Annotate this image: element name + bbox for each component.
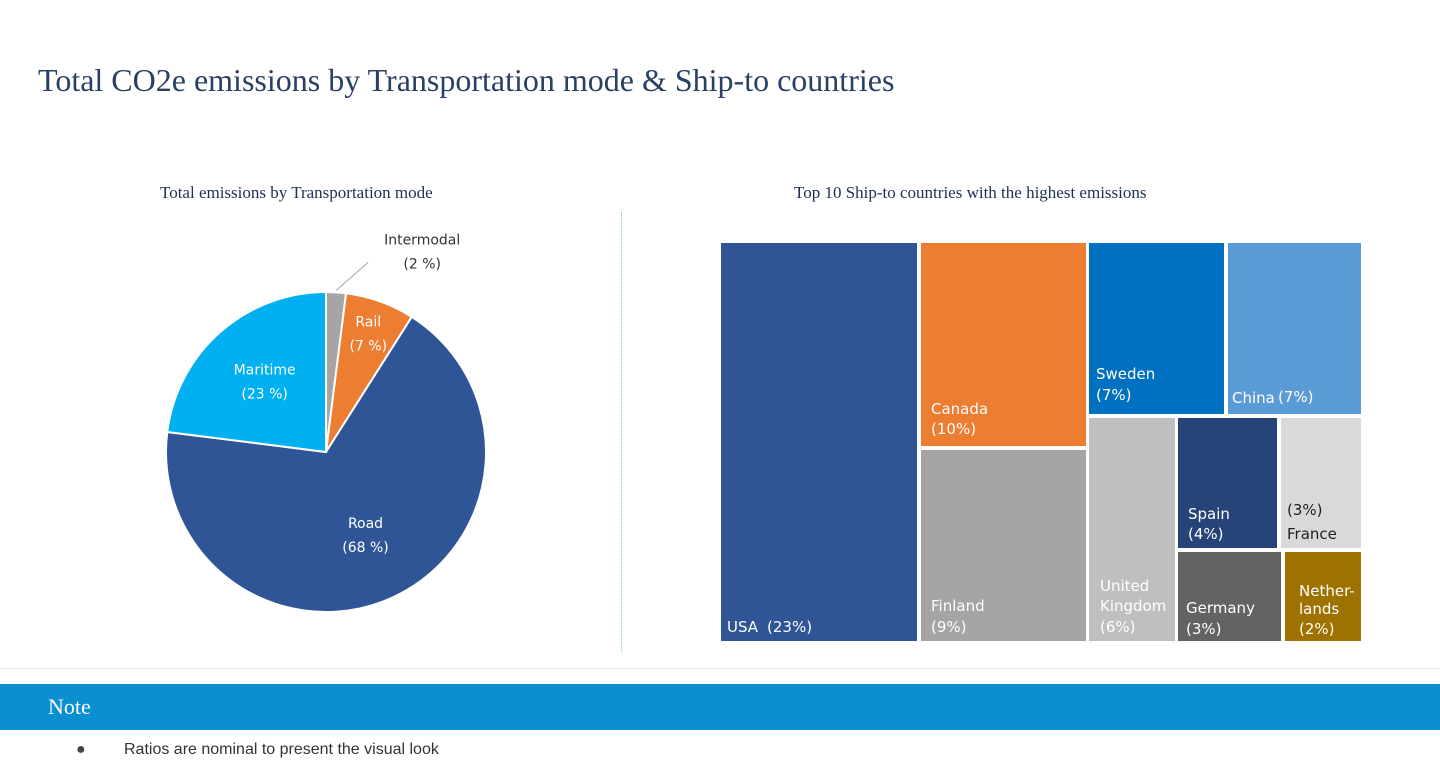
treemap-name-usa: USA <box>727 618 759 636</box>
treemap-name-spain: Spain <box>1188 505 1230 523</box>
treemap-title: Top 10 Ship-to countries with the highes… <box>794 183 1147 202</box>
pie-value-road: (68 %) <box>342 540 389 556</box>
treemap-rect-germany <box>1178 552 1281 641</box>
note-bar: Note <box>0 684 1440 730</box>
treemap-rect-canada <box>921 243 1086 446</box>
pie-label-intermodal: Intermodal <box>384 232 460 248</box>
pie-label-rail: Rail <box>355 315 381 331</box>
treemap-chart: USA (23%) Canada (10%) Finland (9%) Sweden (7%)… <box>721 243 1361 641</box>
pie-slice-road <box>165 315 487 613</box>
treemap-rect-usa <box>721 243 917 641</box>
treemap-cell-usa: USA (23%) <box>721 243 917 641</box>
treemap-cell-united-kingdom: United Kingdom (6%) <box>1089 418 1175 641</box>
treemap-value-germany: (3%) <box>1186 620 1222 638</box>
treemap-value-france: (3%) <box>1287 501 1323 519</box>
treemap-rect-united-kingdom <box>1089 418 1175 641</box>
treemap-name-united-kingdom: United <box>1100 577 1149 595</box>
treemap-value-canada: (10%) <box>931 420 976 438</box>
treemap-rect-finland <box>921 450 1086 641</box>
treemap-value-usa: (23%) <box>767 618 812 636</box>
treemap-value-china: (7%) <box>1278 388 1314 406</box>
pie-chart: Intermodal (2 %) Rail (7 %) Road (68 %) Mariti… <box>165 232 487 613</box>
treemap-value-united-kingdom: (6%) <box>1100 618 1136 636</box>
treemap-name-united-kingdom: Kingdom <box>1100 597 1166 615</box>
note-label: Note <box>48 694 91 719</box>
treemap-name-canada: Canada <box>931 400 988 418</box>
pie-chart-title: Total emissions by Transportation mode <box>160 183 433 202</box>
treemap-name-china: China <box>1232 389 1275 407</box>
treemap-cell-canada: Canada (10%) <box>921 243 1086 446</box>
pie-label-road: Road <box>348 516 383 532</box>
treemap-cell-germany: Germany (3%) <box>1178 552 1281 641</box>
treemap-rect-netherlands <box>1285 552 1361 641</box>
treemap-cell-finland: Finland (9%) <box>921 450 1086 641</box>
treemap-rect-china <box>1228 243 1361 414</box>
treemap-name-sweden: Sweden <box>1096 365 1155 383</box>
treemap-rect-france <box>1281 418 1361 548</box>
note-item-text: Ratios are nominal to present the visual… <box>124 741 439 758</box>
treemap-name-netherlands: lands <box>1299 600 1339 618</box>
treemap-cell-sweden: Sweden (7%) <box>1089 243 1224 414</box>
bullet-icon: ● <box>76 741 86 758</box>
treemap-value-netherlands: (2%) <box>1299 620 1335 638</box>
treemap-cell-spain: Spain (4%) <box>1178 418 1277 548</box>
treemap-value-sweden: (7%) <box>1096 386 1132 404</box>
bottom-rule <box>0 668 1440 669</box>
treemap-value-spain: (4%) <box>1188 525 1224 543</box>
treemap-cell-france: (3%) France <box>1281 418 1361 548</box>
leader-line-intermodal <box>335 261 369 291</box>
treemap-cell-netherlands: Nether-lands (2%) <box>1285 552 1361 641</box>
treemap-value-finland: (9%) <box>931 618 967 636</box>
treemap-name-france: France <box>1287 525 1337 543</box>
page-title: Total CO2e emissions by Transportation m… <box>38 62 895 98</box>
treemap-name-netherlands: Nether- <box>1299 582 1355 600</box>
pie-value-rail: (7 %) <box>349 339 387 355</box>
pie-value-intermodal: (2 %) <box>403 256 441 272</box>
pie-slice-maritime <box>166 290 327 454</box>
treemap-name-germany: Germany <box>1186 599 1255 617</box>
treemap-rect-sweden <box>1089 243 1224 414</box>
treemap-cell-china: China (7%) <box>1228 243 1361 414</box>
pie-label-maritime: Maritime <box>234 362 296 378</box>
treemap-name-finland: Finland <box>931 597 985 615</box>
note-item: ● Ratios are nominal to present the visua… <box>76 741 439 759</box>
treemap-rect-spain <box>1178 418 1277 548</box>
panel-divider <box>621 212 622 652</box>
pie-value-maritime: (23 %) <box>241 386 288 402</box>
